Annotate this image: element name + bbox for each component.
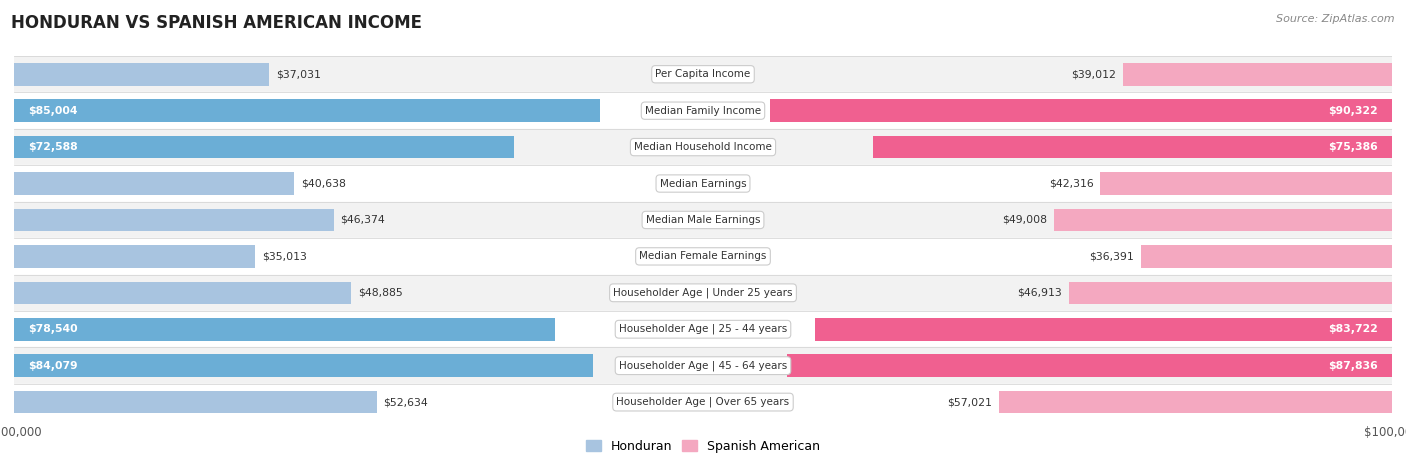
- Text: $39,012: $39,012: [1071, 69, 1116, 79]
- Bar: [14, 311, 1392, 347]
- Text: $37,031: $37,031: [276, 69, 321, 79]
- Bar: [815, 318, 1392, 340]
- Text: $42,316: $42,316: [1049, 178, 1094, 189]
- Bar: [14, 354, 593, 377]
- Text: $83,722: $83,722: [1329, 324, 1378, 334]
- Text: Median Family Income: Median Family Income: [645, 106, 761, 116]
- Bar: [1000, 391, 1392, 413]
- Bar: [787, 354, 1392, 377]
- Text: Householder Age | Under 25 years: Householder Age | Under 25 years: [613, 288, 793, 298]
- Bar: [14, 202, 1392, 238]
- Bar: [14, 391, 377, 413]
- Text: $35,013: $35,013: [262, 251, 307, 262]
- Text: $75,386: $75,386: [1329, 142, 1378, 152]
- Text: Source: ZipAtlas.com: Source: ZipAtlas.com: [1277, 14, 1395, 24]
- Bar: [769, 99, 1392, 122]
- Legend: Honduran, Spanish American: Honduran, Spanish American: [581, 435, 825, 458]
- Bar: [14, 92, 1392, 129]
- Bar: [1069, 282, 1392, 304]
- Text: $40,638: $40,638: [301, 178, 346, 189]
- Text: $52,634: $52,634: [384, 397, 429, 407]
- Text: $48,885: $48,885: [357, 288, 402, 298]
- Bar: [1142, 245, 1392, 268]
- Bar: [14, 347, 1392, 384]
- Bar: [14, 245, 256, 268]
- Text: Householder Age | 45 - 64 years: Householder Age | 45 - 64 years: [619, 361, 787, 371]
- Bar: [1101, 172, 1392, 195]
- Text: $90,322: $90,322: [1329, 106, 1378, 116]
- Text: $57,021: $57,021: [948, 397, 993, 407]
- Bar: [14, 172, 294, 195]
- Bar: [14, 238, 1392, 275]
- Text: $46,913: $46,913: [1017, 288, 1062, 298]
- Text: $87,836: $87,836: [1329, 361, 1378, 371]
- Bar: [1054, 209, 1392, 231]
- Text: Median Male Earnings: Median Male Earnings: [645, 215, 761, 225]
- Text: $78,540: $78,540: [28, 324, 77, 334]
- Text: HONDURAN VS SPANISH AMERICAN INCOME: HONDURAN VS SPANISH AMERICAN INCOME: [11, 14, 422, 32]
- Bar: [14, 209, 333, 231]
- Bar: [873, 136, 1392, 158]
- Bar: [14, 165, 1392, 202]
- Text: $85,004: $85,004: [28, 106, 77, 116]
- Text: Median Household Income: Median Household Income: [634, 142, 772, 152]
- Text: Householder Age | 25 - 44 years: Householder Age | 25 - 44 years: [619, 324, 787, 334]
- Text: $46,374: $46,374: [340, 215, 385, 225]
- Bar: [14, 129, 1392, 165]
- Bar: [14, 282, 352, 304]
- Text: Per Capita Income: Per Capita Income: [655, 69, 751, 79]
- Bar: [14, 136, 515, 158]
- Bar: [14, 318, 555, 340]
- Bar: [14, 56, 1392, 92]
- Bar: [14, 99, 600, 122]
- Bar: [14, 275, 1392, 311]
- Text: Median Earnings: Median Earnings: [659, 178, 747, 189]
- Text: $72,588: $72,588: [28, 142, 77, 152]
- Text: $49,008: $49,008: [1002, 215, 1047, 225]
- Text: Median Female Earnings: Median Female Earnings: [640, 251, 766, 262]
- Bar: [14, 63, 269, 85]
- Bar: [1123, 63, 1392, 85]
- Text: Householder Age | Over 65 years: Householder Age | Over 65 years: [616, 397, 790, 407]
- Text: $84,079: $84,079: [28, 361, 77, 371]
- Bar: [14, 384, 1392, 420]
- Text: $36,391: $36,391: [1090, 251, 1135, 262]
